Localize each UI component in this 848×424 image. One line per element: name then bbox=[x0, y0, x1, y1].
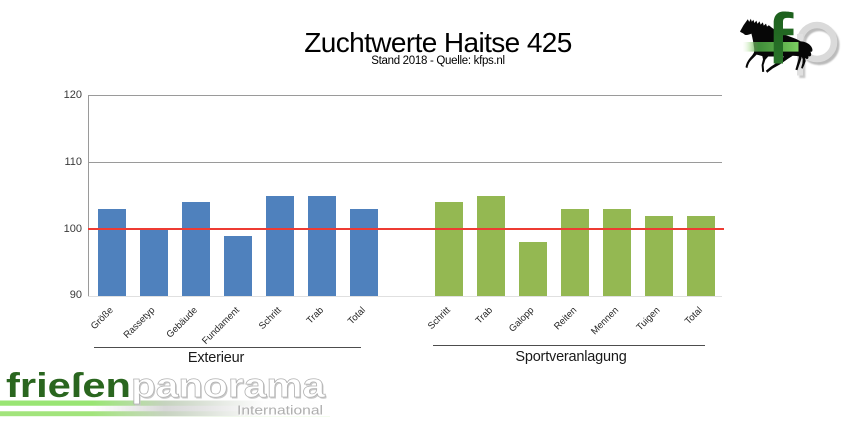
svg-text:frieſen: frieſen bbox=[6, 367, 131, 405]
svg-text:panorama: panorama bbox=[132, 368, 327, 406]
svg-text:International: International bbox=[237, 403, 323, 418]
svg-text:panorama: panorama bbox=[131, 367, 326, 405]
svg-text:International: International bbox=[238, 403, 324, 418]
